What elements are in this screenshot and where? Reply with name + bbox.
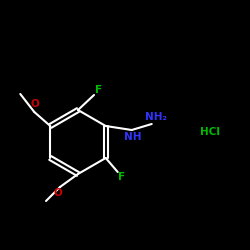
Text: NH₂: NH₂ (145, 112, 167, 122)
Text: F: F (96, 85, 102, 95)
Text: NH: NH (124, 132, 142, 142)
Text: F: F (118, 172, 125, 182)
Text: HCl: HCl (200, 127, 220, 137)
Text: O: O (54, 188, 62, 198)
Text: O: O (31, 99, 40, 109)
